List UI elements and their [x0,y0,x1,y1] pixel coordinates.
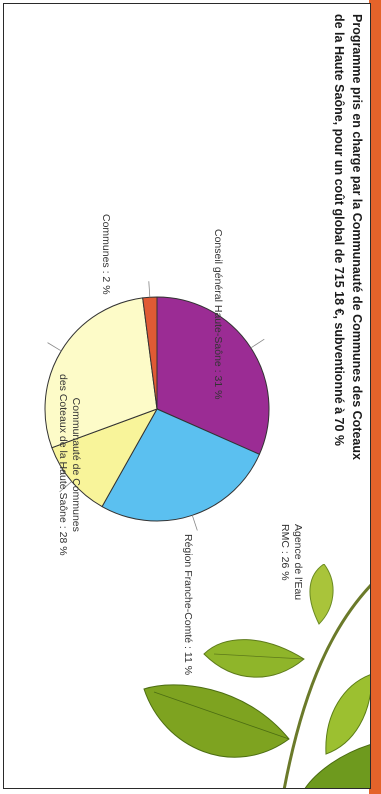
leader-line-4 [148,281,151,298]
leaf-branch-icon [143,564,370,788]
panel: Programme pris en charge par la Communau… [3,3,371,789]
pie-slice-4 [142,296,158,410]
label-communaute-line2: des Coteaux de la Haute Saône : 28 % [57,374,69,556]
label-communaute-line1: Communauté de Communes [70,397,82,532]
accent-bar [369,0,381,794]
leader-line-1 [191,515,198,531]
label-communaute: Communauté de Communes des Coteaux de la… [56,374,82,556]
leader-line-2 [59,481,72,493]
leader-line-3 [47,342,62,352]
pie-slices [44,296,270,522]
label-conseil-general: Conseil général Haute-Saône : 31 % [212,229,224,400]
label-communes: Communes : 2 % [100,214,112,295]
leader-lines [47,281,265,531]
leader-line-0 [250,338,265,349]
pie-chart [44,281,270,531]
pie-slice-0 [156,296,270,455]
rotated-content: Programme pris en charge par la Communau… [24,14,364,774]
pie-slice-2 [51,408,159,508]
pie-slice-3 [44,297,158,449]
